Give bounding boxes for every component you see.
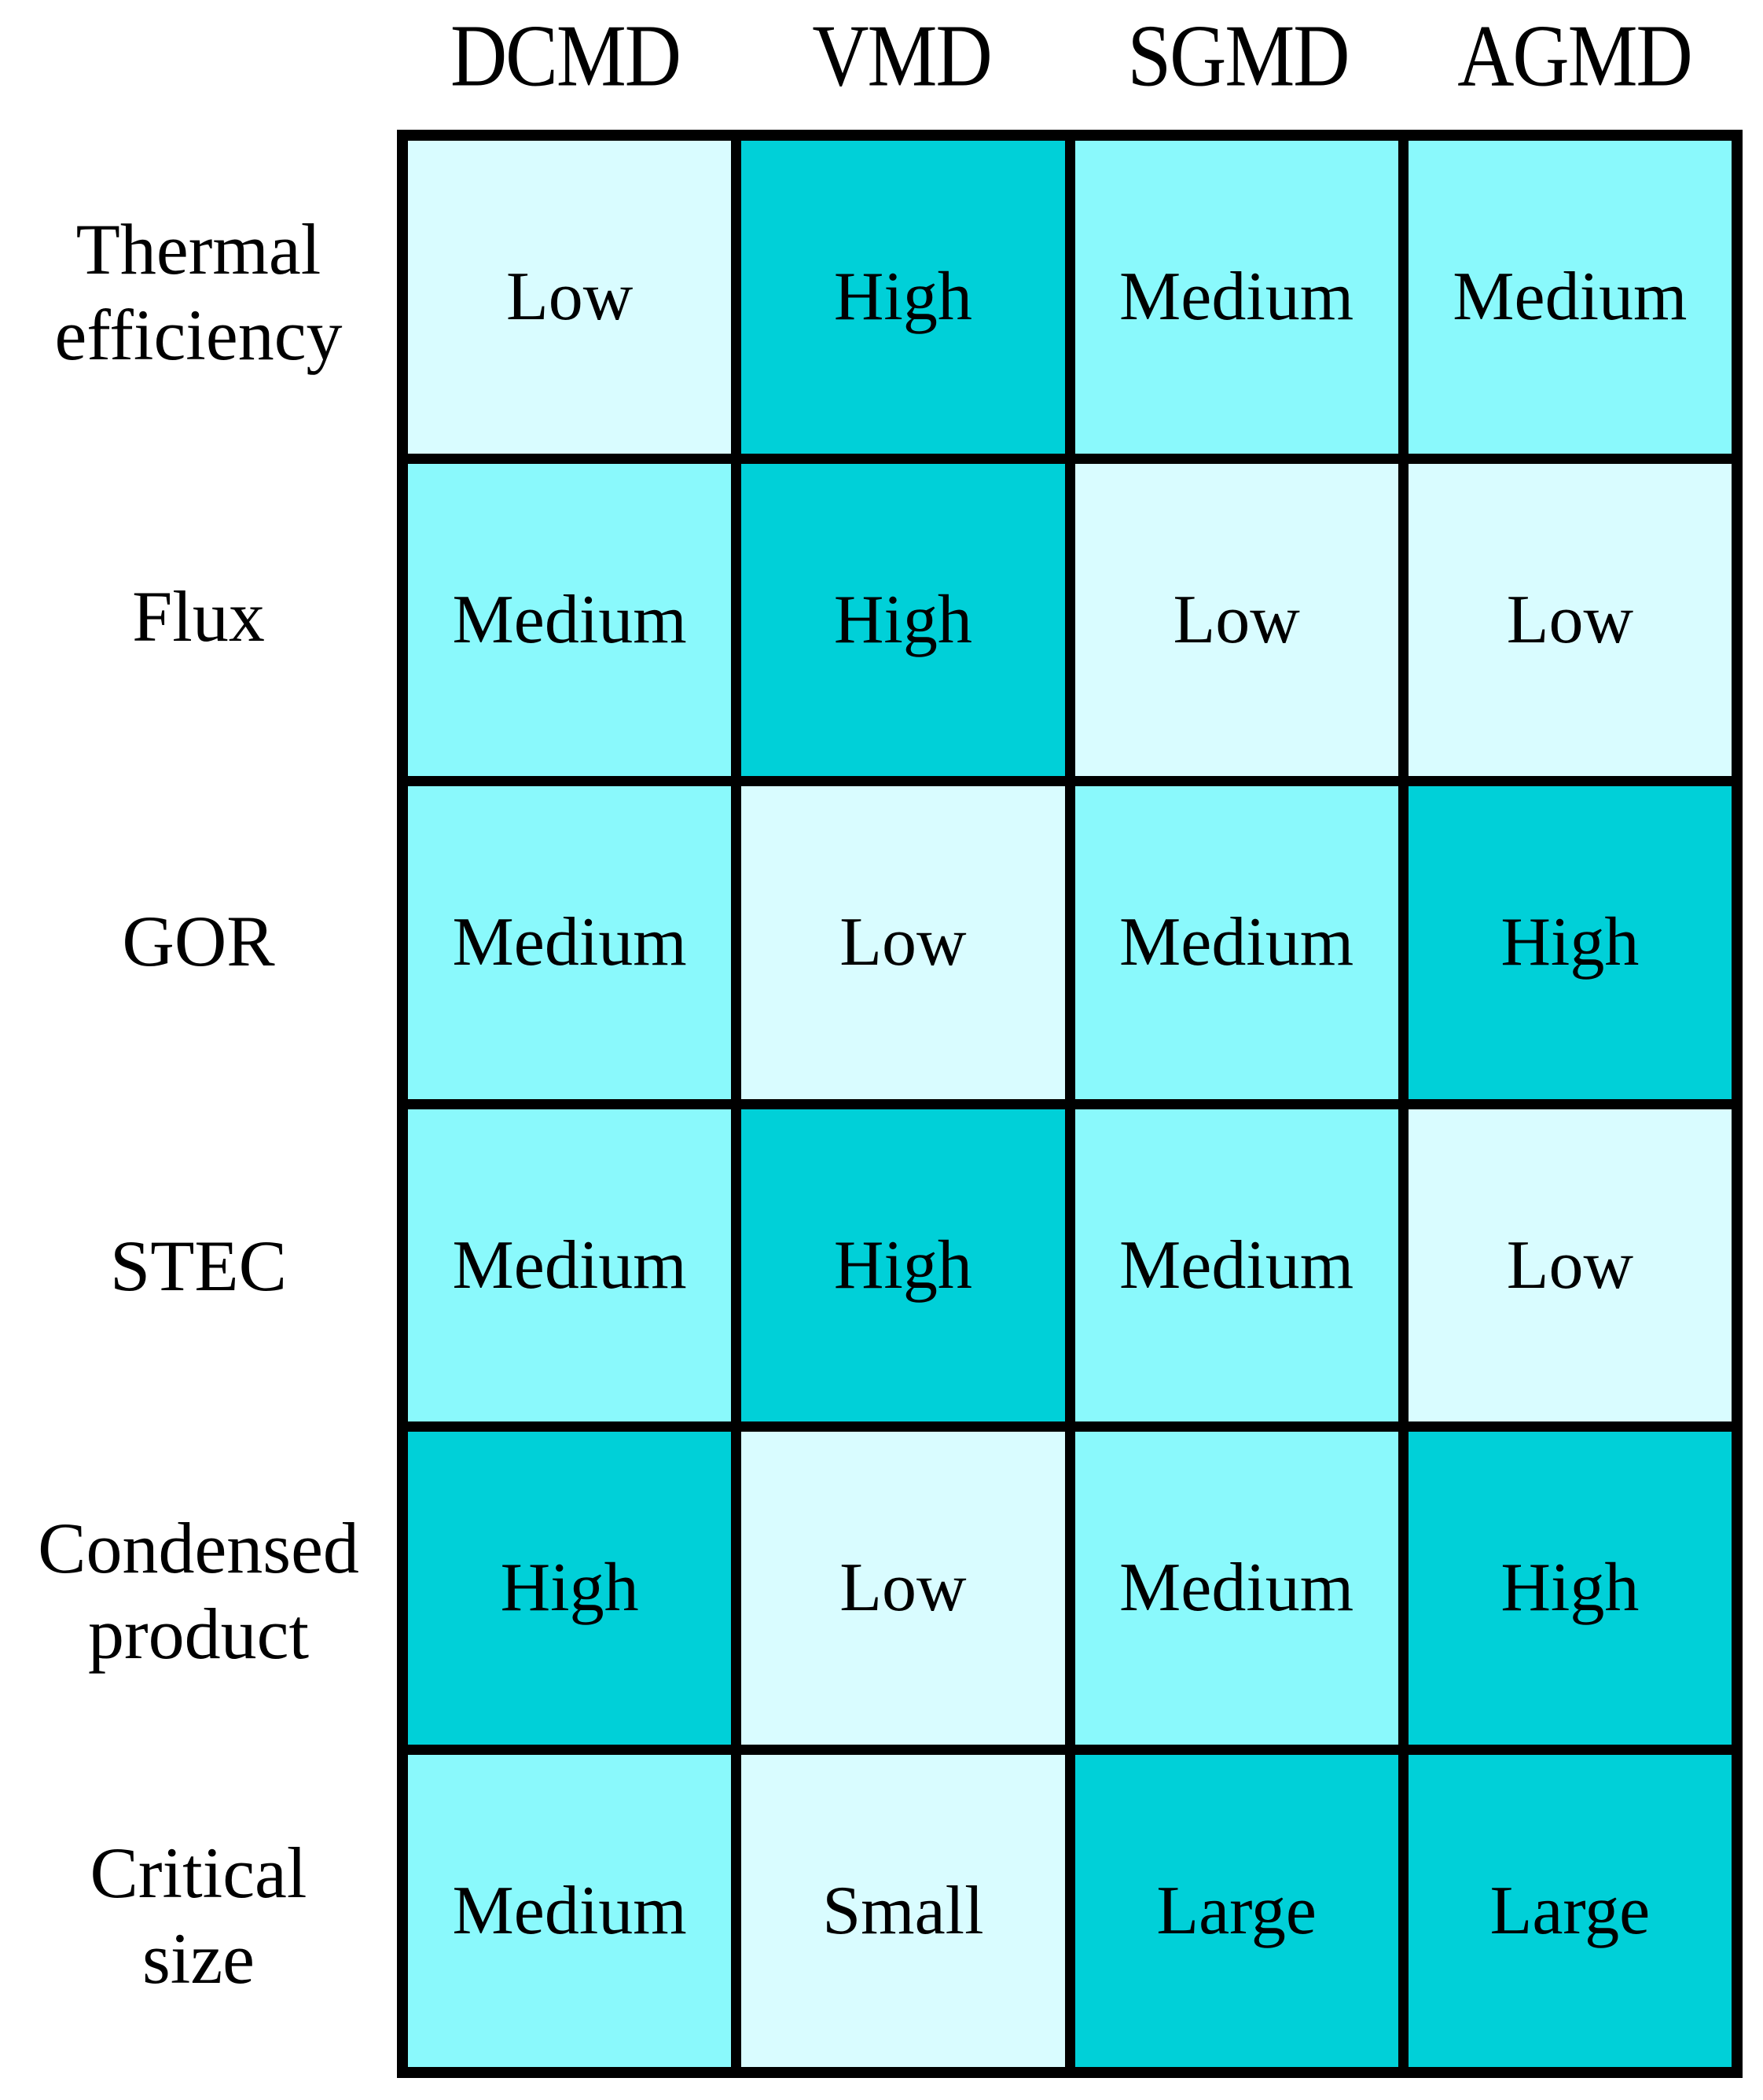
cell-flux-dcmd: Medium bbox=[408, 463, 732, 776]
cell-stec-sgmd: Medium bbox=[1074, 1109, 1398, 1421]
column-header-row: DCMD VMD SGMD AGMD bbox=[397, 0, 1743, 126]
row-label-column: Thermal efficiency Flux GOR STEC Condens… bbox=[0, 130, 397, 2078]
cell-stec-vmd: High bbox=[741, 1109, 1065, 1421]
cell-thermal-efficiency-dcmd: Low bbox=[408, 141, 732, 454]
cell-condensed-product-dcmd: High bbox=[408, 1432, 732, 1745]
cell-gor-vmd: Low bbox=[741, 786, 1065, 1099]
row-label-critical-size: Critical size bbox=[90, 1832, 307, 1999]
column-header-sgmd: SGMD bbox=[1127, 6, 1350, 105]
cell-flux-agmd: Low bbox=[1408, 463, 1732, 776]
cell-flux-vmd: High bbox=[741, 463, 1065, 776]
cell-condensed-product-vmd: Low bbox=[741, 1432, 1065, 1745]
cell-gor-agmd: High bbox=[1408, 786, 1732, 1099]
row-label-gor: GOR bbox=[122, 901, 275, 982]
cell-critical-size-agmd: Large bbox=[1408, 1754, 1732, 2067]
heatmap-grid: Low High Medium Medium Medium High Low L… bbox=[397, 130, 1743, 2078]
cell-critical-size-sgmd: Large bbox=[1074, 1754, 1398, 2067]
cell-thermal-efficiency-sgmd: Medium bbox=[1074, 141, 1398, 454]
column-header-dcmd: DCMD bbox=[450, 6, 681, 105]
cell-flux-sgmd: Low bbox=[1074, 463, 1398, 776]
row-label-flux: Flux bbox=[132, 576, 265, 657]
cell-condensed-product-sgmd: Medium bbox=[1074, 1432, 1398, 1745]
cell-stec-dcmd: Medium bbox=[408, 1109, 732, 1421]
cell-gor-sgmd: Medium bbox=[1074, 786, 1398, 1099]
cell-thermal-efficiency-agmd: Medium bbox=[1408, 141, 1732, 454]
row-label-thermal-efficiency: Thermal efficiency bbox=[54, 208, 343, 375]
column-header-agmd: AGMD bbox=[1457, 6, 1693, 105]
cell-thermal-efficiency-vmd: High bbox=[741, 141, 1065, 454]
cell-gor-dcmd: Medium bbox=[408, 786, 732, 1099]
column-header-vmd: VMD bbox=[812, 6, 992, 105]
cell-critical-size-vmd: Small bbox=[741, 1754, 1065, 2067]
row-label-condensed-product: Condensed product bbox=[38, 1507, 359, 1674]
cell-critical-size-dcmd: Medium bbox=[408, 1754, 732, 2067]
cell-stec-agmd: Low bbox=[1408, 1109, 1732, 1421]
cell-condensed-product-agmd: High bbox=[1408, 1432, 1732, 1745]
row-label-stec: STEC bbox=[110, 1226, 287, 1307]
